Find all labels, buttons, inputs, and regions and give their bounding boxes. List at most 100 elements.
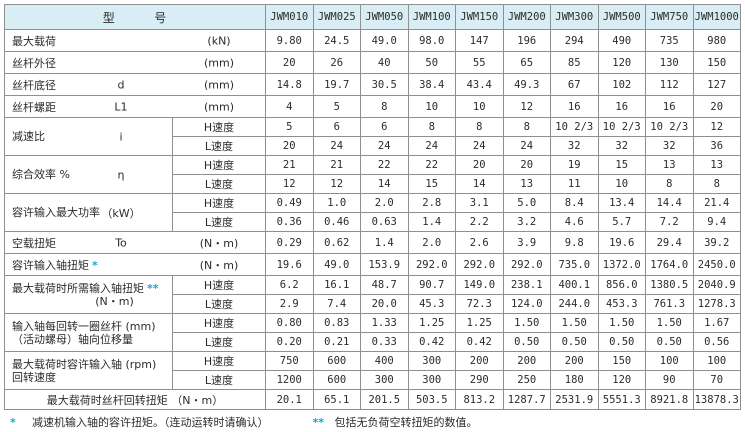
- spec-value-cell: 5.0: [502, 193, 551, 213]
- spec-value-cell: 24: [360, 136, 409, 156]
- spec-value-cell: 49.0: [312, 253, 361, 276]
- row-label-cell: 输入轴每回转一圈丝杆 (mm) （活动螺母）轴向位移量: [4, 313, 173, 352]
- spec-value-cell: 201.5: [360, 389, 409, 410]
- spec-value-cell: 1.67: [692, 313, 741, 333]
- spec-value-cell: 11: [550, 174, 599, 194]
- spec-value-cell: 30.5: [360, 73, 409, 96]
- row-unit: (kN): [207, 34, 231, 47]
- row-label: 综合效率 %: [12, 168, 70, 181]
- spec-value-cell: 3.2: [502, 212, 551, 232]
- spec-value-cell: 9.8: [550, 231, 599, 254]
- table-row: L速度 1200 600 300 300 290 250 180 120 90 70: [5, 370, 741, 390]
- spec-value-cell: 735: [645, 29, 694, 52]
- spec-value-cell: 2.0: [407, 231, 456, 254]
- row-label: 容许输入轴扭矩 *: [12, 258, 98, 272]
- spec-value-cell: 90: [645, 370, 694, 390]
- footnote: * 减速机输入轴的容许扭矩。（连动运转时请确认） ** 包括无负荷空转扭矩的数值…: [4, 410, 741, 432]
- table-row: 最大载荷时所需输入轴扭矩 ** (N・m) H速度 6.2 16.1 48.7 90.7 149…: [4, 275, 741, 314]
- row-symbol: To: [115, 236, 127, 249]
- model-column-header: JWM750: [645, 4, 694, 30]
- spec-value-cell: 8: [360, 95, 409, 118]
- spec-value-cell: 200: [550, 351, 599, 371]
- spec-value-cell: 6: [312, 117, 361, 137]
- spec-value-cell: 48.7: [360, 275, 409, 295]
- spec-value-cell: 49.3: [502, 73, 551, 96]
- spec-value-cell: 2.0: [360, 193, 409, 213]
- model-column-header: JWM010: [265, 4, 314, 30]
- spec-value-cell: 10: [455, 95, 504, 118]
- spec-value-cell: 1.50: [597, 313, 646, 333]
- spec-value-cell: 20: [265, 51, 314, 74]
- spec-value-cell: 65.1: [312, 389, 361, 410]
- spec-value-cell: 20: [265, 136, 314, 156]
- row-label: 丝杆底径: [12, 78, 56, 92]
- table-row: 丝杆底径 d (mm) 14.8 19.7 30.5 38.4 43.4 49.3 67 102 11…: [4, 73, 741, 96]
- spec-value-cell: 0.83: [312, 313, 361, 333]
- spec-value-cell: 22: [407, 155, 456, 175]
- spec-value-cell: 100: [692, 351, 741, 371]
- spec-value-cell: 2.9: [265, 294, 314, 314]
- spec-value-cell: 1.33: [360, 313, 409, 333]
- table-row: L速度 2.9 7.4 20.0 45.3 72.3 124.0 244.0 453.3 761.…: [5, 294, 741, 314]
- h-speed-label: H速度: [172, 117, 266, 137]
- row-unit: (mm): [203, 100, 234, 113]
- row-label-cell: 丝杆底径 d (mm): [4, 73, 266, 96]
- spec-value-cell: 149.0: [455, 275, 504, 295]
- spec-value-cell: 20: [692, 95, 741, 118]
- spec-value-cell: 1.25: [407, 313, 456, 333]
- spec-value-cell: 1278.3: [692, 294, 741, 314]
- spec-value-cell: 14.8: [265, 73, 314, 96]
- spec-value-cell: 21: [265, 155, 314, 175]
- row-symbol: η: [117, 168, 125, 181]
- spec-value-cell: 153.9: [360, 253, 409, 276]
- row-label-cell: 减速比 i: [4, 117, 173, 156]
- table-row: 输入轴每回转一圈丝杆 (mm) （活动螺母）轴向位移量 H速度 0.80 0.83 1.3…: [4, 313, 741, 352]
- spec-value-cell: 1380.5: [645, 275, 694, 295]
- spec-value-cell: 10: [597, 174, 646, 194]
- l-speed-label: L速度: [172, 136, 266, 156]
- table-row: 最大载荷 (kN) 9.80 24.5 49.0 98.0 147 196 294 490 735 9…: [4, 29, 741, 52]
- spec-value-cell: 0.33: [360, 332, 409, 352]
- spec-value-cell: 8: [645, 174, 694, 194]
- spec-value-cell: 15: [407, 174, 456, 194]
- spec-value-cell: 1.0: [312, 193, 361, 213]
- spec-value-cell: 150: [692, 51, 741, 74]
- spec-value-cell: 0.63: [360, 212, 409, 232]
- spec-value-cell: 12: [265, 174, 314, 194]
- spec-value-cell: 2.8: [407, 193, 456, 213]
- spec-value-cell: 22: [360, 155, 409, 175]
- table-row: 容许输入轴扭矩 * (N・m) 19.6 49.0 153.9 292.0 292.0 292.…: [4, 253, 741, 276]
- spec-value-cell: 2450.0: [692, 253, 741, 276]
- spec-value-cell: 39.2: [692, 231, 741, 254]
- spec-value-cell: 8: [502, 117, 551, 137]
- spec-value-cell: 124.0: [502, 294, 551, 314]
- row-unit: (N・m): [199, 236, 239, 250]
- table-row: 丝杆外径 (mm) 20 26 40 50 55 65 85 120 130 150: [4, 51, 741, 74]
- spec-table-body: 最大载荷 (kN) 9.80 24.5 49.0 98.0 147 196 294 490 735 9…: [4, 29, 741, 410]
- spec-value-cell: 102: [597, 73, 646, 96]
- spec-value-cell: 24: [312, 136, 361, 156]
- spec-value-cell: 813.2: [455, 389, 504, 410]
- spec-value-cell: 1287.7: [502, 389, 551, 410]
- h-speed-label: H速度: [172, 193, 266, 213]
- spec-value-cell: 735.0: [550, 253, 599, 276]
- spec-value-cell: 98.0: [407, 29, 456, 52]
- row-label-cell: 丝杆外径 (mm): [4, 51, 266, 74]
- spec-value-cell: 16: [550, 95, 599, 118]
- spec-value-cell: 2.6: [455, 231, 504, 254]
- table-row: 丝杆螺距 L1 (mm) 4 5 8 10 10 12 16 16 16 20: [4, 95, 741, 118]
- spec-value-cell: 72.3: [455, 294, 504, 314]
- table-row: 容许输入最大功率 （kW） H速度 0.49 1.0 2.0 2.8 3.1 5.0 8.4 13.…: [4, 193, 741, 232]
- spec-value-cell: 290: [455, 370, 504, 390]
- spec-value-cell: 12: [692, 117, 741, 137]
- spec-value-cell: 200: [502, 351, 551, 371]
- spec-value-cell: 16: [645, 95, 694, 118]
- spec-value-cell: 49.0: [360, 29, 409, 52]
- footnote-text-1: 减速机输入轴的容许扭矩。（连动运转时请确认）: [32, 416, 269, 429]
- spec-value-cell: 43.4: [455, 73, 504, 96]
- spec-value-cell: 90.7: [407, 275, 456, 295]
- spec-value-cell: 40: [360, 51, 409, 74]
- model-column-header: JWM200: [502, 4, 551, 30]
- spec-value-cell: 5: [265, 117, 314, 137]
